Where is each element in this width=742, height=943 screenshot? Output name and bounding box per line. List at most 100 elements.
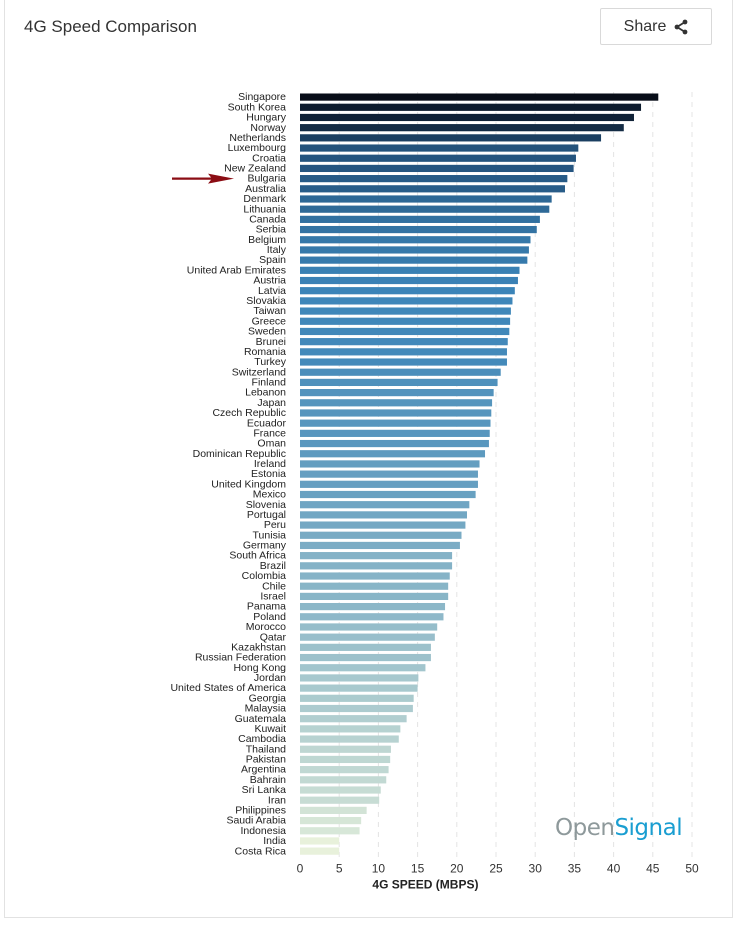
bar[interactable] (300, 419, 491, 427)
bar[interactable] (300, 236, 531, 244)
bar[interactable] (300, 154, 576, 162)
bar[interactable] (300, 225, 537, 234)
bar[interactable] (300, 623, 438, 631)
bar[interactable] (300, 653, 431, 662)
bar[interactable] (300, 480, 478, 488)
bar[interactable] (300, 358, 507, 366)
bar[interactable] (300, 113, 634, 122)
bar[interactable] (300, 124, 624, 132)
bar[interactable] (300, 164, 574, 173)
bar[interactable] (300, 613, 444, 621)
country-label: Serbia (256, 224, 287, 236)
bar[interactable] (300, 490, 476, 499)
country-label: Guatemala (235, 713, 287, 725)
bar[interactable] (300, 694, 414, 702)
bar[interactable] (300, 409, 492, 417)
bar[interactable] (300, 704, 413, 713)
country-label: Russian Federation (195, 652, 286, 664)
bar[interactable] (300, 297, 513, 305)
bar[interactable] (300, 664, 426, 672)
bar[interactable] (300, 531, 462, 539)
bar[interactable] (300, 205, 550, 213)
bar[interactable] (300, 816, 362, 825)
bar[interactable] (300, 93, 659, 101)
bar[interactable] (300, 643, 431, 651)
country-label: Greece (252, 315, 287, 327)
bar[interactable] (300, 399, 493, 407)
bar[interactable] (300, 511, 467, 519)
bar[interactable] (300, 450, 486, 458)
x-tick-label: 5 (336, 861, 343, 875)
bar[interactable] (300, 348, 507, 356)
bar[interactable] (300, 439, 489, 448)
country-label: Dominican Republic (193, 448, 286, 460)
bar[interactable] (300, 195, 552, 203)
bar[interactable] (300, 144, 579, 152)
bar[interactable] (300, 470, 478, 478)
bar[interactable] (300, 287, 515, 295)
bar[interactable] (300, 806, 367, 814)
bar[interactable] (300, 389, 494, 397)
bar[interactable] (300, 755, 391, 764)
bar[interactable] (300, 766, 389, 774)
country-label: Finland (252, 377, 287, 389)
bar[interactable] (300, 256, 528, 264)
bar[interactable] (300, 327, 510, 336)
country-label: Colombia (242, 570, 287, 582)
bar[interactable] (300, 562, 453, 570)
bar[interactable] (300, 674, 419, 682)
bar[interactable] (300, 185, 565, 193)
country-label: Romania (244, 346, 286, 358)
country-label: Sweden (248, 326, 286, 338)
country-label: Taiwan (253, 305, 286, 317)
share-button[interactable]: Share (600, 8, 712, 45)
bar[interactable] (300, 134, 602, 142)
bar[interactable] (300, 246, 529, 254)
bar[interactable] (300, 776, 387, 784)
bar[interactable] (300, 266, 520, 274)
x-tick-label: 0 (297, 861, 304, 875)
bar[interactable] (300, 368, 501, 376)
bar[interactable] (300, 541, 460, 550)
bar[interactable] (300, 796, 380, 804)
bar[interactable] (300, 521, 466, 529)
bar[interactable] (300, 735, 399, 743)
country-label: Latvia (258, 285, 286, 297)
bar[interactable] (300, 338, 508, 346)
bar[interactable] (300, 786, 381, 794)
bar[interactable] (300, 745, 391, 753)
country-label: Oman (257, 438, 286, 450)
bar[interactable] (300, 592, 449, 601)
bar[interactable] (300, 317, 511, 325)
bar[interactable] (300, 175, 568, 183)
bar[interactable] (300, 429, 490, 437)
bar[interactable] (300, 307, 511, 315)
bar[interactable] (300, 715, 407, 723)
bar[interactable] (300, 837, 340, 845)
bar[interactable] (300, 276, 518, 285)
bar[interactable] (300, 602, 446, 611)
bar[interactable] (300, 501, 470, 509)
country-label: Belgium (248, 234, 286, 246)
logo-open: Open (555, 815, 615, 841)
country-label: Tunisia (253, 529, 287, 541)
bar[interactable] (300, 215, 540, 223)
x-tick-label: 25 (489, 861, 503, 875)
bar[interactable] (300, 552, 453, 560)
bar[interactable] (300, 378, 498, 387)
country-label: Estonia (251, 468, 286, 480)
bar[interactable] (300, 684, 418, 692)
country-label: Pakistan (246, 754, 286, 766)
country-label: Saudi Arabia (226, 815, 286, 827)
country-label: Bahrain (250, 774, 286, 786)
bar[interactable] (300, 460, 480, 468)
bar[interactable] (300, 582, 449, 590)
bar[interactable] (300, 633, 435, 641)
bar[interactable] (300, 847, 340, 855)
bar[interactable] (300, 572, 450, 580)
bar[interactable] (300, 725, 401, 733)
bar[interactable] (300, 103, 642, 111)
bar[interactable] (300, 827, 360, 835)
x-tick-label: 35 (568, 861, 582, 875)
country-label: Israel (260, 591, 286, 603)
